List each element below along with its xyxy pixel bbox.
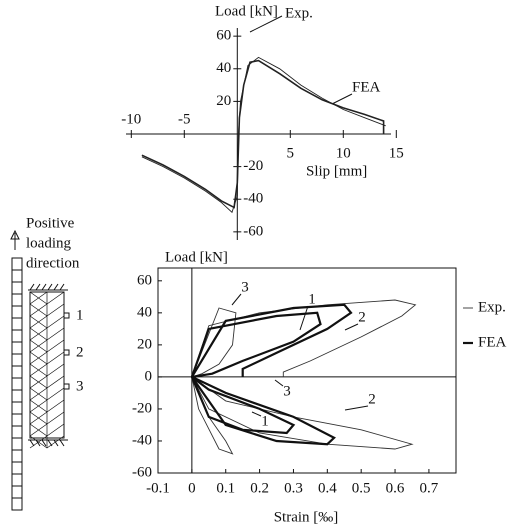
gauge-label: 2	[76, 344, 84, 360]
x-tick-label: 0.2	[250, 480, 269, 496]
x-tick-label: -0.1	[146, 480, 170, 496]
annotation-arrow	[344, 323, 359, 331]
annotation: 2	[368, 391, 376, 407]
y-tick-label: -40	[243, 191, 263, 207]
column-cell	[11, 461, 23, 475]
column-cell	[11, 269, 23, 283]
arrow-icon	[10, 229, 20, 250]
x-axis-label: Strain [‰]	[274, 509, 339, 525]
y-tick-label: 60	[216, 28, 231, 44]
label: direction	[26, 255, 80, 271]
x-tick-label: 15	[389, 145, 404, 161]
y-axis-label: Load [kN]	[215, 3, 278, 19]
y-tick-label: 20	[137, 336, 152, 352]
annotation: 2	[358, 309, 366, 325]
column	[11, 257, 23, 511]
mesh-lines	[29, 291, 65, 449]
series-line	[141, 56, 386, 214]
column-cell	[11, 281, 23, 295]
y-tick-label: -60	[132, 464, 152, 480]
column-cell	[11, 389, 23, 403]
y-tick-label: -60	[243, 223, 263, 239]
label: loading	[26, 235, 71, 251]
legend-label: FEA	[478, 334, 507, 350]
annotation: Exp.	[285, 5, 313, 21]
annotation-arrow	[251, 411, 262, 417]
y-tick-label: 40	[137, 304, 152, 320]
column-cell	[11, 425, 23, 439]
series-line	[190, 376, 296, 435]
legend-label: Exp.	[478, 299, 506, 315]
x-tick-label: 0.1	[216, 480, 235, 496]
series-line	[191, 376, 414, 450]
gauge-label: 1	[76, 307, 84, 323]
column-cell	[11, 365, 23, 379]
x-tick-label: 10	[336, 145, 351, 161]
x-tick-label: 0.3	[284, 480, 303, 496]
y-axis-label: Load [kN]	[165, 249, 228, 265]
annotation-arrow	[344, 405, 369, 411]
x-tick-label: 0.6	[386, 480, 405, 496]
y-tick-label: -40	[132, 432, 152, 448]
x-tick-label: -10	[121, 111, 141, 127]
annotation-arrow	[299, 305, 309, 331]
plot-frame	[157, 267, 457, 474]
column-cell	[11, 257, 23, 271]
column-cell	[11, 353, 23, 367]
column-cell	[11, 341, 23, 355]
annotation: 1	[261, 413, 269, 429]
y-tick-label: 0	[145, 368, 153, 384]
gauge-label: 3	[76, 378, 84, 394]
annotation-arrow	[274, 379, 284, 387]
series-line	[141, 59, 385, 209]
column-cell	[11, 497, 23, 511]
column-cell	[11, 329, 23, 343]
annotation-arrow	[249, 15, 283, 33]
y-tick-label: -20	[132, 400, 152, 416]
column-cell	[11, 377, 23, 391]
series-line	[191, 299, 417, 378]
series-line	[190, 311, 322, 378]
y-tick-label: 20	[216, 93, 231, 109]
x-tick-label: 0.7	[420, 480, 439, 496]
x-tick-label: 0	[188, 480, 196, 496]
column-cell	[11, 293, 23, 307]
label: Positive	[26, 215, 75, 231]
gauge	[63, 349, 70, 356]
column-cell	[11, 413, 23, 427]
y-tick-label: 60	[137, 272, 152, 288]
column-cell	[11, 401, 23, 415]
annotation: 3	[283, 383, 291, 399]
x-tick-label: -5	[178, 111, 191, 127]
y-tick-label: -20	[243, 158, 263, 174]
annotation-arrow	[231, 293, 242, 306]
series-line	[190, 303, 353, 378]
column-cell	[11, 449, 23, 463]
column-cell	[11, 437, 23, 451]
column-cell	[11, 305, 23, 319]
series-line	[191, 307, 237, 378]
support	[28, 283, 68, 447]
annotation: FEA	[352, 79, 381, 95]
x-tick-label: 0.4	[318, 480, 337, 496]
gauge	[63, 312, 70, 319]
annotation: 1	[308, 291, 316, 307]
column-cell	[11, 317, 23, 331]
gauge	[63, 383, 70, 390]
y-tick-label: 40	[216, 60, 231, 76]
column-cell	[11, 485, 23, 499]
x-tick-label: 0.5	[352, 480, 371, 496]
mesh-diagram: Positive loading direction 1 2 3	[10, 215, 84, 511]
annotation: 3	[241, 279, 249, 295]
x-axis-label: Slip [mm]	[306, 163, 367, 179]
annotation-arrow	[331, 93, 353, 105]
column-cell	[11, 473, 23, 487]
x-tick-label: 5	[287, 145, 295, 161]
